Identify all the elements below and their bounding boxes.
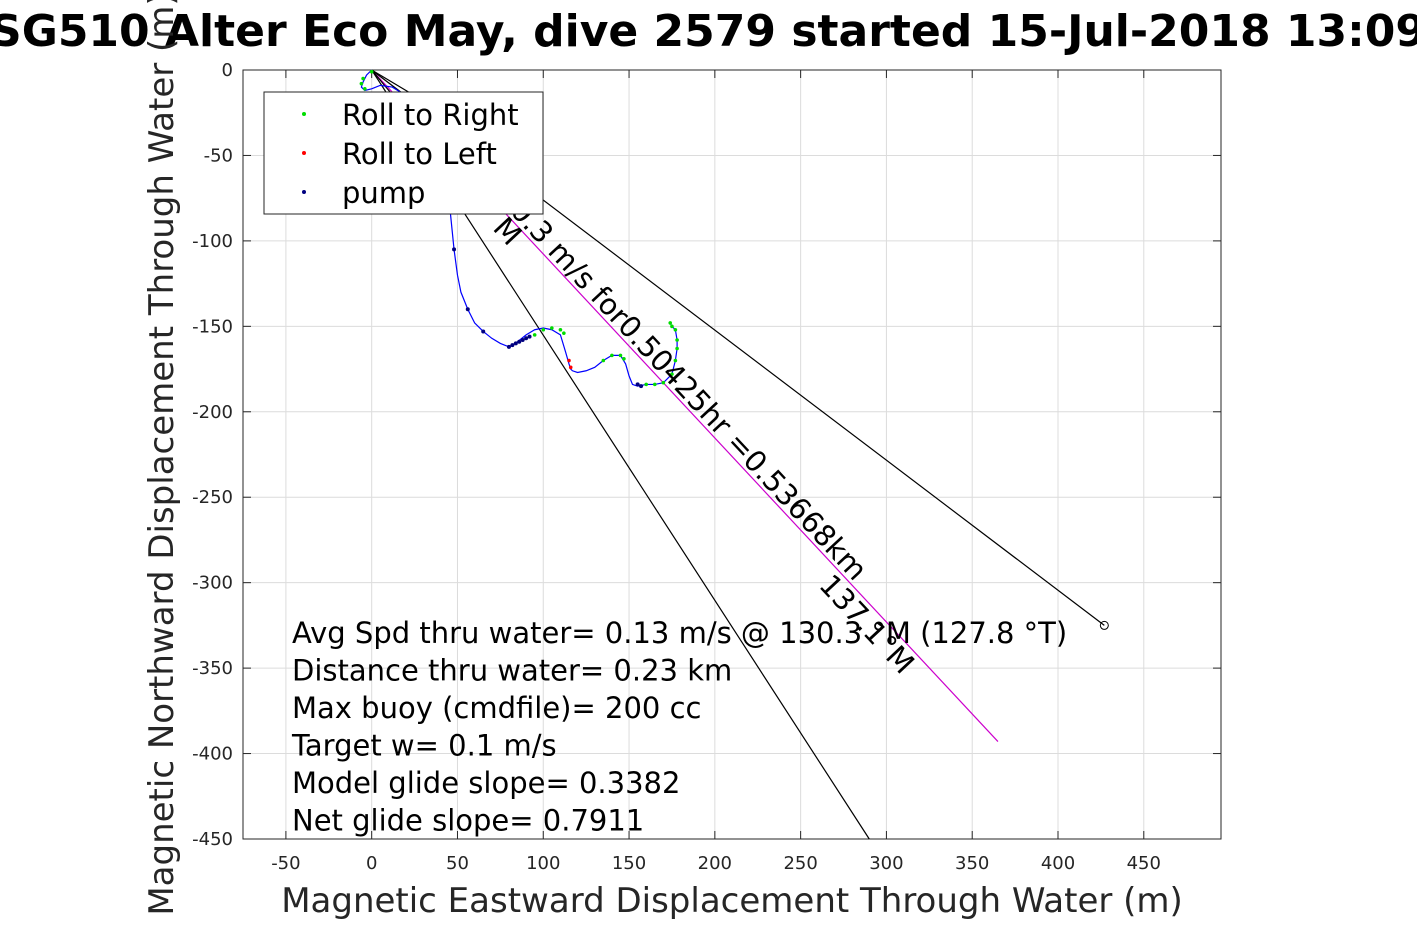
roll-left-point: [567, 358, 571, 363]
stats-line: Target w= 0.1 m/s: [291, 729, 557, 763]
end-marker: [1099, 620, 1109, 630]
legend: Roll to Right Roll to Left pump: [263, 91, 544, 215]
pump-point: [465, 307, 470, 312]
legend-label: Roll to Right: [342, 98, 519, 132]
y-tick-label: 0: [222, 60, 233, 81]
roll-right-point: [644, 382, 649, 387]
roll-right-point: [610, 353, 614, 358]
legend-label: Roll to Left: [342, 137, 497, 171]
roll-right-point: [369, 69, 374, 74]
x-tick-label: 350: [955, 853, 989, 874]
legend-marker: [302, 151, 306, 155]
pump-point: [524, 336, 529, 341]
roll-left-point: [568, 365, 573, 370]
stats-line: Avg Spd thru water= 0.13 m/s @ 130.3 °M …: [292, 616, 1067, 650]
heading-line: [371, 69, 415, 97]
roll-right-point: [601, 358, 606, 363]
pump-point: [513, 341, 518, 346]
pump-point: [481, 329, 486, 334]
roll-right-point: [670, 324, 674, 329]
legend-box: [263, 91, 544, 215]
roll-right-point: [652, 382, 657, 387]
chart-title: SG510 Alter Eco May, dive 2579 started 1…: [0, 6, 1417, 57]
legend-marker: [302, 190, 306, 194]
stats-line: Distance thru water= 0.23 km: [292, 654, 732, 688]
x-tick-label: 250: [783, 853, 817, 874]
legend-label: pump: [342, 176, 425, 210]
line-annotation: 0.3 m/s for0.50425hr =0.53668km: [504, 193, 874, 586]
roll-right-point: [675, 346, 679, 351]
roll-right-point: [361, 76, 365, 81]
roll-right-point: [363, 86, 367, 91]
legend-marker: [302, 112, 306, 116]
pump-point: [520, 338, 525, 343]
pump-point: [506, 344, 511, 349]
y-tick-label: -350: [192, 658, 233, 679]
roll-right-point: [622, 357, 626, 361]
x-tick-label: 0: [366, 853, 377, 874]
stats-line: Net glide slope= 0.7911: [292, 804, 644, 838]
pump-point: [452, 247, 457, 252]
x-tick-label: 50: [446, 853, 469, 874]
roll-right-point: [668, 321, 673, 325]
roll-right-point: [661, 380, 666, 385]
x-tick-label: 400: [1041, 853, 1075, 874]
plot-area: [242, 69, 1222, 840]
pump-point: [635, 382, 640, 387]
y-tick-label: -200: [192, 402, 233, 423]
x-axis-label: Magnetic Eastward Displacement Through W…: [281, 881, 1183, 921]
x-tick-label: 100: [526, 853, 560, 874]
y-tick-label: -450: [192, 829, 233, 850]
roll-right-point: [541, 327, 546, 332]
pump-point: [510, 343, 515, 348]
x-tick-label: 150: [612, 853, 646, 874]
y-axis-ticks: 0 -50 -100 -150 -200 -250 -300 -350 -400 -450: [192, 60, 1221, 850]
y-axis-label: Magnetic Northward Displacement Through …: [142, 0, 182, 916]
roll-right-point: [618, 353, 623, 358]
roll-right-point: [675, 338, 679, 342]
pump-point: [639, 384, 644, 389]
y-tick-label: -250: [192, 487, 233, 508]
roll-right-point: [670, 372, 674, 376]
roll-right-point: [673, 358, 678, 363]
roll-right-point: [359, 81, 364, 86]
y-tick-label: -300: [192, 573, 233, 594]
x-tick-label: 200: [698, 853, 732, 874]
stats-line: Max buoy (cmdfile)= 200 cc: [292, 691, 701, 725]
roll-right-point: [558, 327, 563, 332]
x-tick-label: 450: [1127, 853, 1161, 874]
y-tick-label: -100: [192, 231, 233, 252]
stats-line: Model glide slope= 0.3382: [292, 766, 680, 800]
y-tick-label: -150: [192, 316, 233, 337]
y-tick-label: -50: [204, 145, 233, 166]
roll-right-point: [550, 326, 554, 330]
stats-text-block: Avg Spd thru water= 0.13 m/s @ 130.3 °M …: [291, 616, 1067, 838]
x-axis-ticks: -50 0 50 100 150 200 250 300 350 400 450: [271, 70, 1161, 874]
roll-right-point: [562, 331, 566, 335]
y-tick-label: -400: [192, 744, 233, 765]
pump-point: [527, 334, 532, 339]
roll-right-point: [673, 327, 678, 332]
pump-point: [517, 339, 522, 344]
roll-right-point: [532, 333, 537, 337]
x-tick-label: 300: [869, 853, 903, 874]
x-tick-label: -50: [271, 853, 300, 874]
